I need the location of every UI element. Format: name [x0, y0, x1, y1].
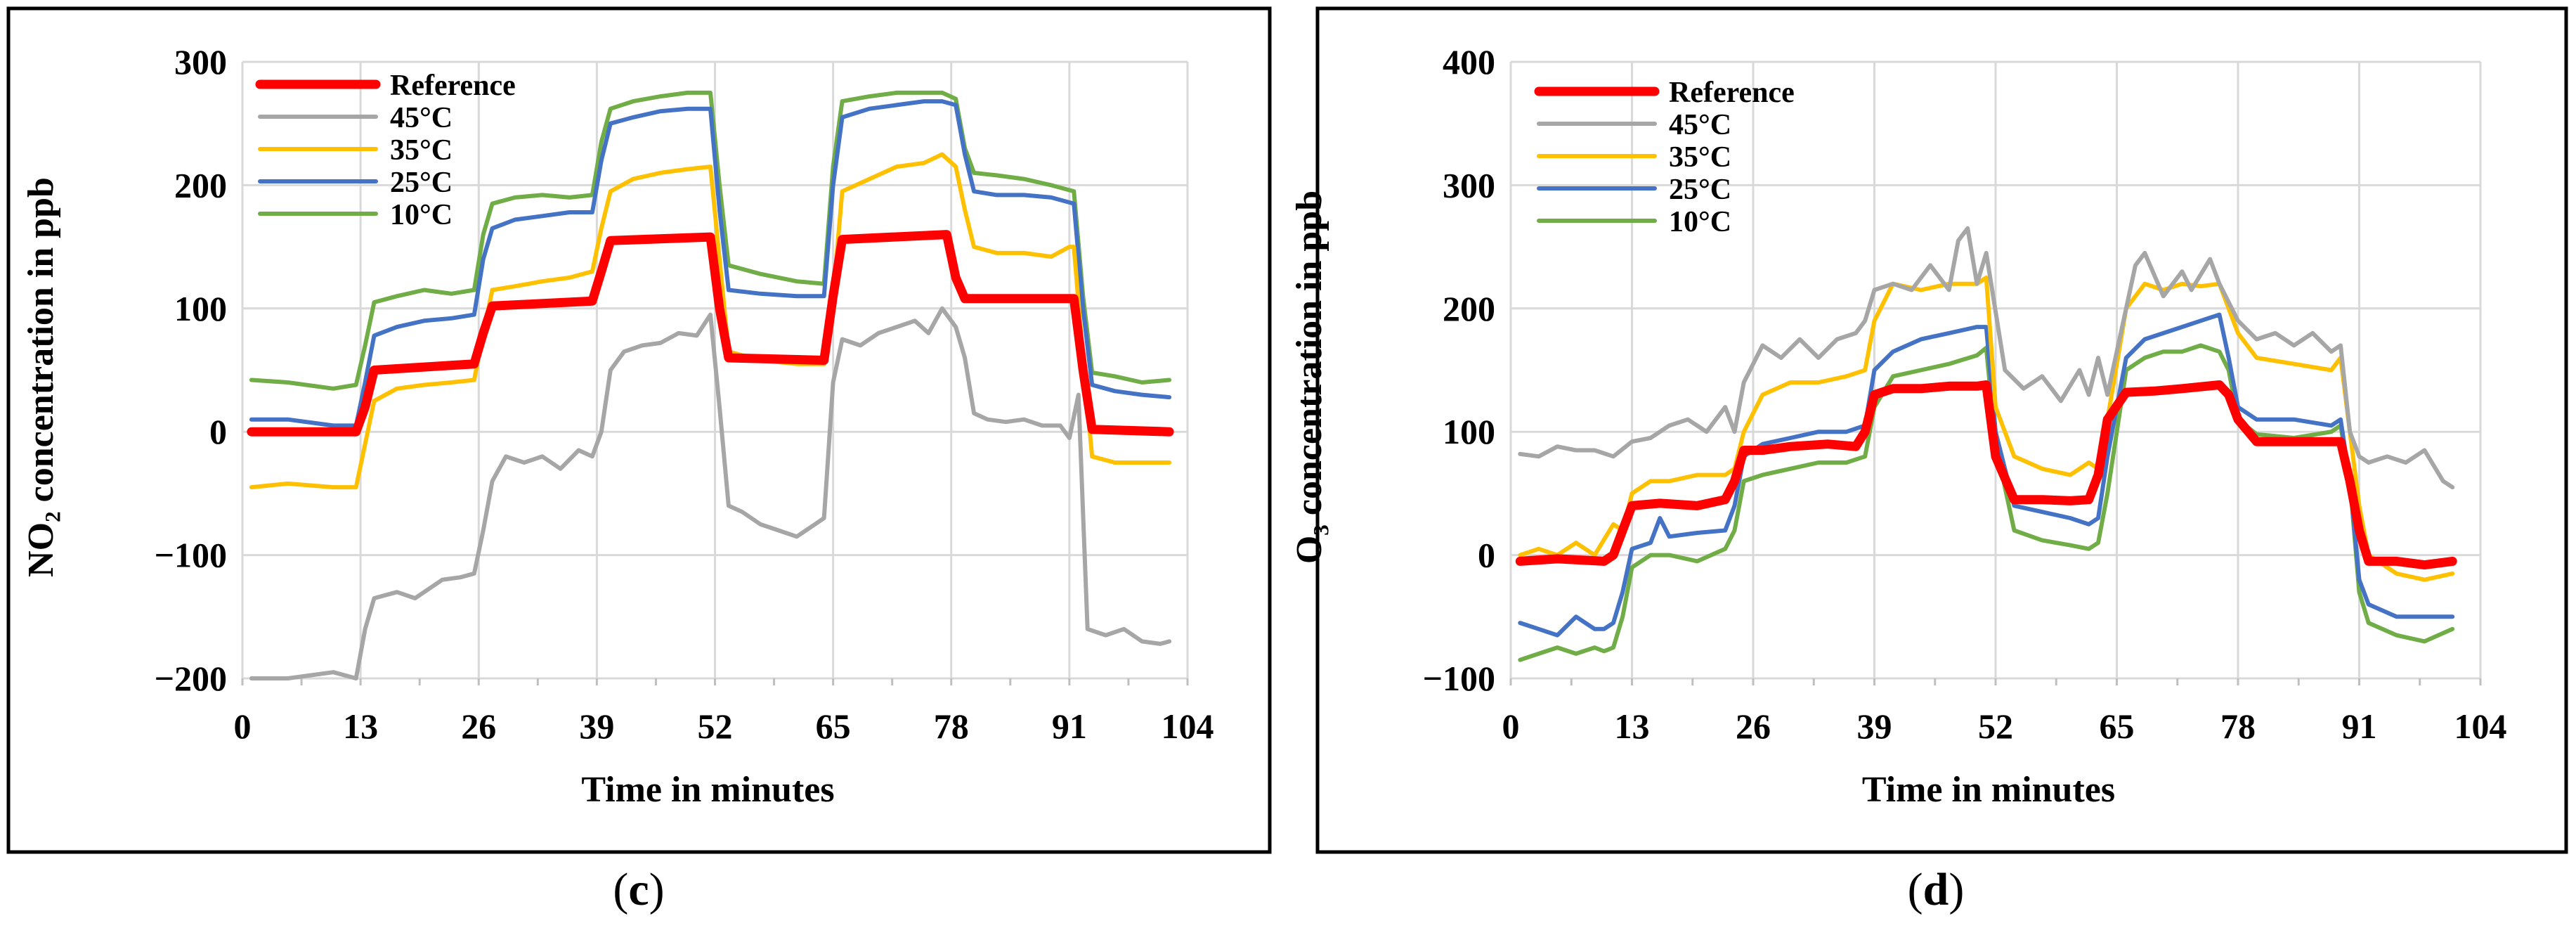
chart-c-series-reference	[247, 230, 1174, 437]
chart-c-legend-label: 10°C	[390, 199, 453, 231]
chart-c-xtick-label: 26	[461, 706, 496, 746]
chart-d-xtick-label: 104	[2454, 706, 2507, 746]
chart-c-xtick-label: 104	[1162, 706, 1214, 746]
chart-d-legend-label: Reference	[1669, 77, 1795, 109]
caption-c: (c)	[613, 864, 665, 915]
panel-c-frame	[6, 6, 1272, 854]
chart-c: −200 −100 0 100 200 300 0 13 26 39 52 65 78 91 104 Time…	[21, 42, 1214, 810]
chart-d-xtick-label: 91	[2342, 706, 2377, 746]
chart-c-legend-label: 35°C	[390, 134, 453, 167]
chart-d-legend-label: 10°C	[1669, 206, 1731, 238]
chart-d-xtick-label: 52	[1978, 706, 2013, 746]
chart-d-series-reference	[1515, 380, 2457, 570]
chart-c-ytick-label: 100	[174, 289, 227, 328]
panel-d-frame	[1315, 6, 2568, 854]
chart-c-ytick-label: 200	[174, 165, 227, 205]
chart-d-xtick-label: 78	[2220, 706, 2256, 746]
chart-c-xtick-label: 39	[579, 706, 614, 746]
chart-c-xtick-label: 0	[234, 706, 252, 746]
chart-d-xtick-label: 13	[1615, 706, 1650, 746]
caption-c-letter: c	[628, 864, 649, 915]
chart-c-xtick-label: 91	[1052, 706, 1087, 746]
chart-c-ytick-label: −100	[155, 536, 228, 575]
chart-d-ylabel: O₃ concentration in ppb	[1289, 191, 1329, 564]
chart-d-series-45c	[1518, 226, 2455, 490]
chart-d-legend-label: 35°C	[1669, 141, 1731, 174]
chart-d-xlabel: Time in minutes	[1862, 770, 2115, 810]
chart-d-ytick-label: 400	[1443, 42, 1495, 82]
chart-c-ytick-label: −200	[155, 659, 228, 698]
chart-c-series-25c	[249, 99, 1172, 428]
chart-d-legend-label: 25°C	[1669, 174, 1731, 206]
chart-c-xtick-label: 13	[343, 706, 378, 746]
chart-d-series-35c	[1518, 275, 2455, 582]
chart-c-xtick-label: 52	[698, 706, 733, 746]
chart-d-legend-label: 45°C	[1669, 109, 1731, 141]
chart-d-ytick-label: 0	[1478, 536, 1495, 575]
chart-d-xtick-label: 39	[1857, 706, 1892, 746]
caption-d-letter: d	[1923, 864, 1949, 915]
chart-c-ytick-label: 300	[174, 42, 227, 82]
chart-d-ytick-label: −100	[1423, 659, 1496, 698]
chart-c-xtick-label: 78	[934, 706, 969, 746]
chart-d-xtick-label: 26	[1736, 706, 1771, 746]
chart-c-ylabel: NO₂ concentration in ppb	[21, 177, 61, 577]
chart-c-ytick-label: 0	[209, 412, 227, 451]
chart-c-series-45c	[249, 306, 1172, 680]
chart-d-xtick-label: 0	[1502, 706, 1520, 746]
chart-d-ytick-label: 100	[1443, 412, 1495, 451]
chart-c-legend-label: 25°C	[390, 167, 453, 199]
caption-d: (d)	[1907, 864, 1965, 915]
chart-c-legend-label: Reference	[390, 70, 516, 102]
chart-d-ytick-label: 300	[1443, 165, 1495, 205]
chart-d-xtick-label: 65	[2100, 706, 2135, 746]
chart-c-series-10c	[249, 90, 1172, 391]
chart-d-ytick-label: 200	[1443, 289, 1495, 328]
chart-c-xlabel: Time in minutes	[581, 770, 834, 810]
chart-c-series-35c	[249, 152, 1172, 490]
chart-c-xtick-label: 65	[816, 706, 851, 746]
chart-c-legend-label: 45°C	[390, 102, 453, 134]
chart-d-series-25c	[1518, 312, 2455, 638]
